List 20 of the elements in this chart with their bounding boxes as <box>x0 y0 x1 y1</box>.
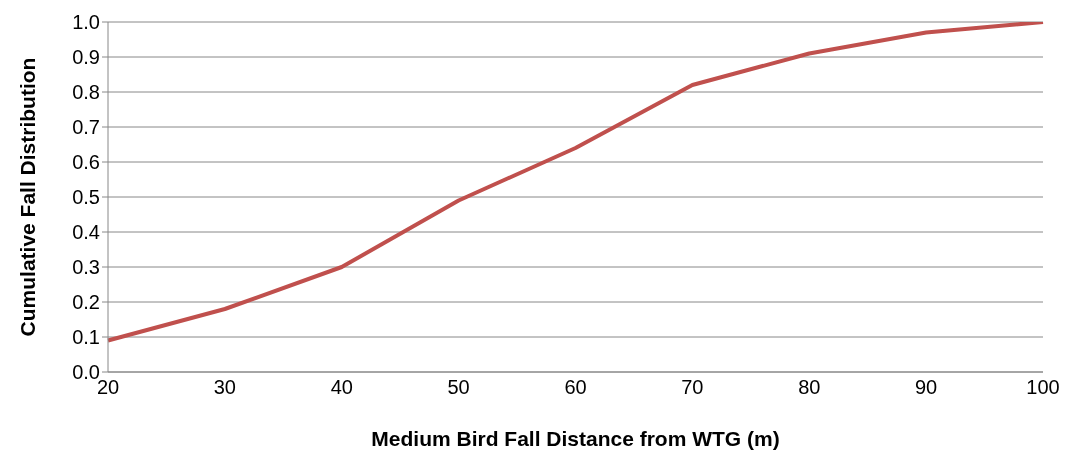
y-tick-label: 0.1 <box>72 326 100 349</box>
x-tick-label: 40 <box>330 376 353 399</box>
x-axis-title: Medium Bird Fall Distance from WTG (m) <box>371 427 780 450</box>
y-tick-label: 1.0 <box>72 11 100 34</box>
x-tick-label: 80 <box>798 376 821 399</box>
x-tick-label: 100 <box>1026 376 1060 399</box>
y-tick-label: 0.9 <box>72 46 100 69</box>
x-tick-label: 30 <box>213 376 236 399</box>
y-axis-title: Cumulative Fall Distribution <box>16 57 40 337</box>
x-tick-label: 90 <box>915 376 938 399</box>
y-tick-label: 0.6 <box>72 151 100 174</box>
y-tick-label: 0.7 <box>72 116 100 139</box>
y-tick-label: 0.3 <box>72 256 100 279</box>
y-tick-label: 0.4 <box>72 221 100 244</box>
y-tick-label: 0.5 <box>72 186 100 209</box>
y-tick-label: 0.8 <box>72 81 100 104</box>
x-tick-label: 50 <box>447 376 470 399</box>
x-tick-label: 60 <box>564 376 587 399</box>
y-tick-label: 0.2 <box>72 291 100 314</box>
x-tick-label: 70 <box>681 376 704 399</box>
